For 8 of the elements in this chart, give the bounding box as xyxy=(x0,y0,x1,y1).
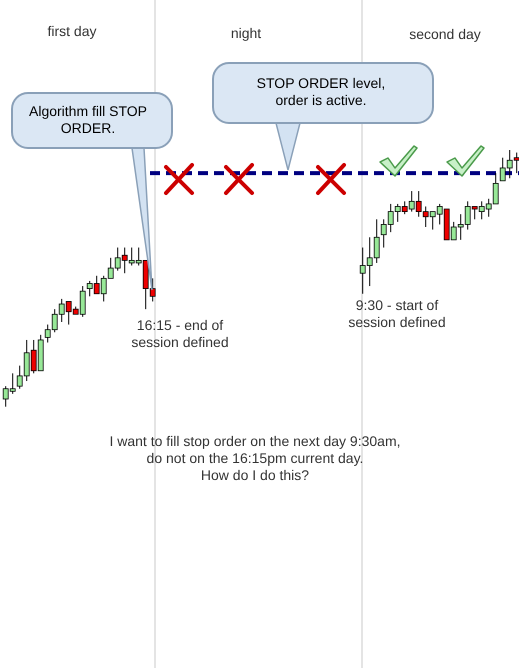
text: first day xyxy=(47,23,97,39)
annotation: 16:15 - end of session defined xyxy=(131,317,229,350)
annotation: 9:30 - start of session defined xyxy=(348,297,446,330)
text: STOP ORDER level, order is active. xyxy=(256,75,386,108)
text: second day xyxy=(409,26,481,42)
text: I want to fill stop order on the next day 9:30am, do not on the 16:15pm current day. How do I do this? xyxy=(109,433,401,483)
text: night xyxy=(230,25,262,41)
text: Algorithm fill STOP ORDER. xyxy=(29,103,147,136)
